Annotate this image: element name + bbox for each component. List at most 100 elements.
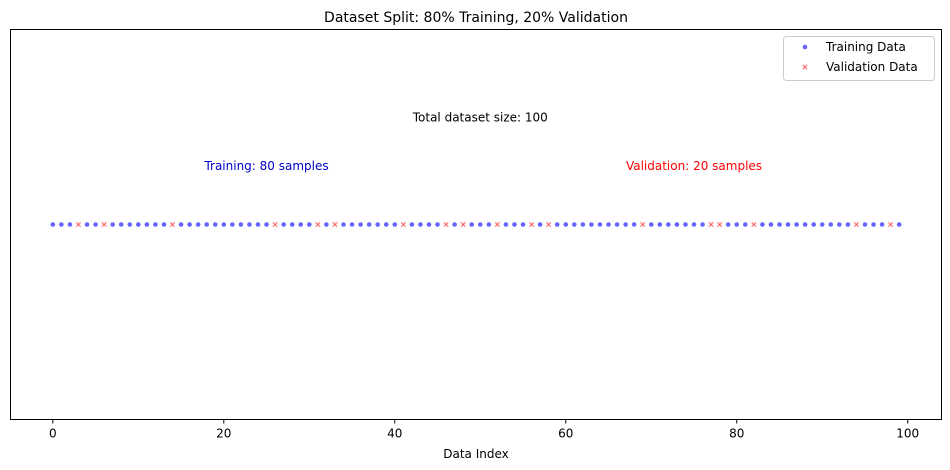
x-tick-label: 100 bbox=[896, 427, 919, 441]
training-point bbox=[631, 222, 637, 227]
training-point bbox=[563, 222, 569, 227]
training-point bbox=[837, 222, 842, 227]
training-point bbox=[477, 222, 483, 227]
validation-point bbox=[528, 221, 535, 228]
training-point bbox=[879, 222, 885, 227]
training-point bbox=[648, 222, 654, 227]
validation-point bbox=[751, 221, 757, 228]
training-point bbox=[238, 222, 244, 227]
training-point bbox=[802, 222, 808, 227]
annotation: Training: 80 samples bbox=[203, 159, 328, 173]
training-point bbox=[435, 222, 440, 227]
training-point bbox=[452, 222, 457, 227]
training-point bbox=[204, 222, 210, 227]
x-tick-label: 40 bbox=[387, 427, 402, 441]
training-point bbox=[785, 222, 791, 227]
training-point bbox=[811, 222, 816, 227]
x-tick-label: 20 bbox=[216, 427, 231, 441]
training-point bbox=[84, 222, 90, 227]
training-point bbox=[127, 222, 133, 227]
training-point bbox=[503, 222, 509, 227]
training-point bbox=[161, 222, 167, 227]
training-point bbox=[666, 222, 671, 227]
plot-area bbox=[10, 29, 942, 420]
x-tick-label: 0 bbox=[49, 427, 57, 441]
training-point bbox=[734, 222, 740, 227]
training-point bbox=[136, 222, 141, 227]
training-point bbox=[375, 222, 380, 227]
validation-point bbox=[315, 221, 321, 228]
training-point bbox=[486, 222, 492, 227]
training-point bbox=[187, 222, 192, 227]
annotation: Validation: 20 samples bbox=[626, 159, 762, 173]
training-point bbox=[871, 222, 876, 227]
validation-point bbox=[887, 221, 894, 228]
annotations: Total dataset size: 100 Training: 80 samp… bbox=[203, 110, 762, 173]
training-point bbox=[358, 222, 363, 227]
training-point bbox=[366, 222, 372, 227]
training-point bbox=[828, 222, 834, 227]
training-point bbox=[306, 222, 312, 227]
training-point bbox=[153, 222, 158, 227]
validation-point bbox=[75, 221, 82, 228]
x-tick-label: 60 bbox=[558, 427, 573, 441]
training-point bbox=[298, 222, 304, 227]
training-point bbox=[221, 222, 227, 227]
data-points bbox=[50, 221, 902, 228]
validation-point bbox=[400, 221, 407, 228]
validation-point bbox=[101, 221, 107, 228]
training-point bbox=[178, 222, 184, 227]
training-point bbox=[341, 222, 346, 227]
training-point bbox=[418, 222, 423, 227]
validation-point bbox=[332, 221, 338, 228]
legend-label-validation: Validation Data bbox=[826, 60, 918, 74]
chart-title: Dataset Split: 80% Training, 20% Validat… bbox=[324, 10, 628, 26]
x-tick-label: 80 bbox=[729, 427, 744, 441]
training-point bbox=[862, 222, 868, 227]
training-point bbox=[110, 222, 115, 227]
training-point bbox=[289, 222, 295, 227]
validation-point bbox=[716, 221, 723, 228]
training-point bbox=[623, 222, 628, 227]
training-point bbox=[409, 222, 415, 227]
validation-point bbox=[494, 221, 501, 228]
legend-label-training: Training Data bbox=[825, 40, 906, 54]
training-point bbox=[247, 222, 252, 227]
training-point bbox=[606, 222, 611, 227]
training-point bbox=[657, 222, 663, 227]
training-point bbox=[614, 222, 620, 227]
training-point bbox=[212, 222, 218, 227]
training-point bbox=[512, 222, 517, 227]
training-point bbox=[118, 222, 124, 227]
validation-point bbox=[640, 221, 646, 228]
training-point bbox=[59, 222, 64, 227]
training-point bbox=[742, 222, 748, 227]
training-point bbox=[725, 222, 731, 227]
validation-point bbox=[272, 221, 278, 228]
training-point bbox=[683, 222, 688, 227]
training-point bbox=[777, 222, 782, 227]
training-point bbox=[230, 222, 235, 227]
training-point bbox=[383, 222, 389, 227]
training-point bbox=[93, 222, 98, 227]
training-point bbox=[264, 222, 269, 227]
legend-marker-training bbox=[802, 44, 808, 50]
training-point bbox=[195, 222, 201, 227]
validation-point bbox=[853, 221, 860, 228]
training-point bbox=[520, 222, 526, 227]
legend-box bbox=[783, 36, 935, 81]
training-point bbox=[896, 222, 902, 227]
training-point bbox=[426, 222, 432, 227]
training-point bbox=[580, 222, 586, 227]
training-point bbox=[67, 222, 73, 227]
x-axis: 0 20 40 60 80 100 bbox=[49, 419, 919, 441]
training-point bbox=[597, 222, 603, 227]
validation-point bbox=[545, 221, 552, 228]
training-point bbox=[845, 222, 851, 227]
training-point bbox=[144, 222, 150, 227]
training-point bbox=[537, 222, 543, 227]
validation-point bbox=[443, 221, 449, 228]
validation-point bbox=[460, 221, 466, 228]
training-point bbox=[674, 222, 680, 227]
